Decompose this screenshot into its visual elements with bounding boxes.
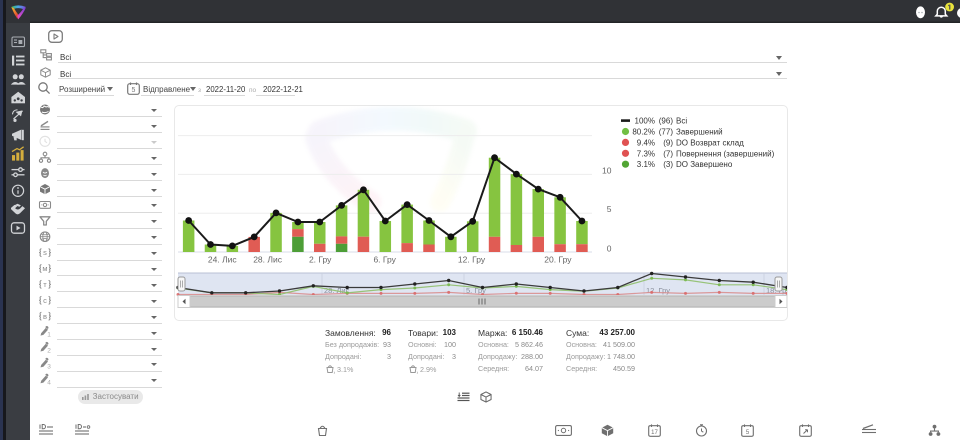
svg-text:3.1%: 3.1% <box>637 160 655 169</box>
svg-text:Повернення (завершений): Повернення (завершений) <box>676 149 775 158</box>
svg-text:x: x <box>417 370 418 374</box>
svg-text:s: s <box>43 248 47 257</box>
svg-text:6. Гру: 6. Гру <box>373 255 396 265</box>
svg-text:с: с <box>43 296 47 305</box>
svg-text:3: 3 <box>47 363 51 370</box>
svg-text:т: т <box>43 280 47 289</box>
svg-text:5: 5 <box>746 430 750 436</box>
svg-text:(77): (77) <box>659 128 674 137</box>
svg-text:(3): (3) <box>663 160 673 169</box>
svg-text:0: 0 <box>607 243 612 253</box>
svg-text:2. Гру: 2. Гру <box>309 255 332 265</box>
svg-text:4: 4 <box>47 379 51 386</box>
svg-text:100%: 100% <box>635 117 655 126</box>
svg-text:в: в <box>43 312 47 321</box>
svg-text:12. Гру: 12. Гру <box>458 255 486 265</box>
svg-text:Всі: Всі <box>676 117 687 126</box>
svg-text:28. Лис: 28. Лис <box>253 255 283 265</box>
svg-text:10: 10 <box>602 166 612 176</box>
svg-text:(7): (7) <box>663 149 673 158</box>
svg-text:(96): (96) <box>659 117 674 126</box>
svg-text:DO Возврат склад: DO Возврат склад <box>676 138 744 147</box>
svg-text:20. Гру: 20. Гру <box>544 255 572 265</box>
svg-text:12. Гру: 12. Гру <box>646 286 670 295</box>
svg-text:Завершений: Завершений <box>676 128 723 137</box>
svg-text:17: 17 <box>651 430 658 436</box>
svg-text:DO Завершено: DO Завершено <box>676 160 733 169</box>
svg-text:5: 5 <box>132 87 136 94</box>
svg-text:9.4%: 9.4% <box>637 138 655 147</box>
svg-text:80.2%: 80.2% <box>632 128 655 137</box>
svg-text:x: x <box>334 370 335 374</box>
svg-text:2: 2 <box>47 348 51 355</box>
svg-text:7.3%: 7.3% <box>637 149 655 158</box>
svg-text:5: 5 <box>607 204 612 214</box>
svg-text:м: м <box>42 264 47 273</box>
svg-text:(9): (9) <box>663 138 673 147</box>
svg-text:1: 1 <box>47 332 51 339</box>
svg-text:5. Гру: 5. Гру <box>466 286 486 295</box>
svg-text:24. Лис: 24. Лис <box>208 255 238 265</box>
